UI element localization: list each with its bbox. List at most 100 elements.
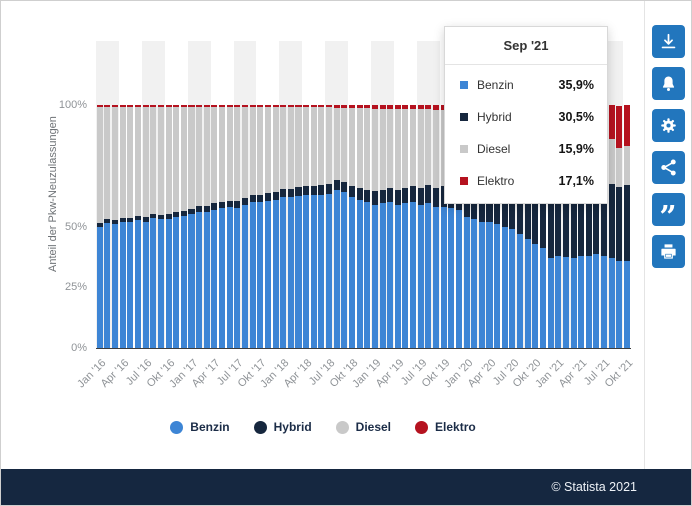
segment-elektro[interactable] <box>280 105 287 108</box>
segment-hybrid[interactable] <box>173 211 180 217</box>
segment-diesel[interactable] <box>165 106 172 215</box>
segment-elektro[interactable] <box>371 105 378 109</box>
segment-diesel[interactable] <box>417 109 424 188</box>
segment-elektro[interactable] <box>608 105 615 140</box>
segment-hybrid[interactable] <box>616 186 623 261</box>
segment-benzin[interactable] <box>127 221 134 348</box>
segment-hybrid[interactable] <box>356 187 363 200</box>
share-button[interactable] <box>651 151 685 184</box>
segment-benzin[interactable] <box>371 204 378 348</box>
segment-benzin[interactable] <box>517 233 524 348</box>
bar-jan-16[interactable] <box>96 105 103 348</box>
segment-benzin[interactable] <box>486 221 493 348</box>
segment-benzin[interactable] <box>448 208 455 348</box>
bar-apr-16[interactable] <box>119 105 126 348</box>
bar-sep-19[interactable] <box>432 105 440 348</box>
segment-benzin[interactable] <box>608 258 615 348</box>
segment-elektro[interactable] <box>624 105 631 147</box>
segment-elektro[interactable] <box>96 105 103 107</box>
copyright-link[interactable]: © Statista 2021 <box>551 480 637 494</box>
segment-diesel[interactable] <box>402 108 409 188</box>
bar-okt-18[interactable] <box>348 105 355 348</box>
segment-hybrid[interactable] <box>601 182 608 256</box>
bar-m-r-18[interactable] <box>295 105 302 348</box>
bar-aug-17[interactable] <box>241 105 249 348</box>
segment-benzin[interactable] <box>303 194 310 348</box>
bar-m-r-17[interactable] <box>203 105 210 348</box>
segment-diesel[interactable] <box>326 107 333 184</box>
segment-benzin[interactable] <box>417 204 424 348</box>
segment-elektro[interactable] <box>234 105 241 108</box>
segment-elektro[interactable] <box>196 105 203 107</box>
segment-hybrid[interactable] <box>394 190 401 205</box>
segment-hybrid[interactable] <box>219 201 226 209</box>
segment-elektro[interactable] <box>165 105 172 107</box>
segment-hybrid[interactable] <box>241 197 249 205</box>
segment-hybrid[interactable] <box>432 187 440 208</box>
bar-jun-17[interactable] <box>226 105 233 348</box>
segment-benzin[interactable] <box>410 202 417 348</box>
segment-elektro[interactable] <box>127 105 134 107</box>
segment-hybrid[interactable] <box>478 187 485 222</box>
segment-benzin[interactable] <box>494 224 501 348</box>
segment-diesel[interactable] <box>173 106 180 212</box>
segment-diesel[interactable] <box>249 107 256 195</box>
bar-feb-17[interactable] <box>196 105 203 348</box>
segment-hybrid[interactable] <box>318 185 325 195</box>
segment-benzin[interactable] <box>226 207 233 348</box>
segment-elektro[interactable] <box>432 105 440 110</box>
segment-diesel[interactable] <box>608 139 615 184</box>
segment-diesel[interactable] <box>257 107 264 195</box>
segment-diesel[interactable] <box>196 106 203 207</box>
segment-elektro[interactable] <box>287 105 294 108</box>
segment-elektro[interactable] <box>135 105 142 107</box>
segment-diesel[interactable] <box>440 109 447 187</box>
bar-nov-18[interactable] <box>356 105 363 348</box>
bar-jul-17[interactable] <box>234 105 241 348</box>
segment-diesel[interactable] <box>364 107 371 191</box>
segment-diesel[interactable] <box>211 106 218 204</box>
segment-hybrid[interactable] <box>371 191 378 205</box>
segment-hybrid[interactable] <box>509 190 516 229</box>
segment-elektro[interactable] <box>387 105 394 109</box>
legend-item-hybrid[interactable]: Hybrid <box>253 420 312 434</box>
segment-benzin[interactable] <box>257 202 264 348</box>
segment-benzin[interactable] <box>616 260 623 348</box>
segment-hybrid[interactable] <box>287 188 294 198</box>
segment-benzin[interactable] <box>112 224 119 348</box>
segment-hybrid[interactable] <box>570 187 577 259</box>
segment-elektro[interactable] <box>249 105 256 108</box>
segment-diesel[interactable] <box>425 109 432 186</box>
segment-elektro[interactable] <box>333 105 340 108</box>
settings-button[interactable] <box>651 109 685 142</box>
segment-diesel[interactable] <box>104 106 111 220</box>
segment-elektro[interactable] <box>112 105 119 107</box>
segment-benzin[interactable] <box>219 208 226 348</box>
segment-hybrid[interactable] <box>425 185 432 204</box>
segment-diesel[interactable] <box>310 107 317 186</box>
bar-dez-17[interactable] <box>272 105 279 348</box>
segment-elektro[interactable] <box>203 105 210 107</box>
segment-diesel[interactable] <box>333 107 340 181</box>
segment-diesel[interactable] <box>150 106 157 214</box>
segment-hybrid[interactable] <box>562 188 569 257</box>
segment-diesel[interactable] <box>287 107 294 189</box>
segment-elektro[interactable] <box>211 105 218 107</box>
segment-benzin[interactable] <box>173 216 180 348</box>
bar-jan-19[interactable] <box>371 105 378 348</box>
bar-aug-18[interactable] <box>333 105 340 348</box>
bar-m-r-19[interactable] <box>387 105 394 348</box>
segment-benzin[interactable] <box>547 258 554 348</box>
segment-benzin[interactable] <box>463 216 470 348</box>
segment-benzin[interactable] <box>471 219 478 348</box>
bar-sep-21[interactable] <box>616 105 623 348</box>
bar-mai-18[interactable] <box>310 105 317 348</box>
segment-hybrid[interactable] <box>234 201 241 209</box>
segment-benzin[interactable] <box>509 228 516 348</box>
segment-hybrid[interactable] <box>157 214 164 220</box>
segment-diesel[interactable] <box>295 107 302 188</box>
segment-hybrid[interactable] <box>310 185 317 195</box>
segment-benzin[interactable] <box>432 207 440 348</box>
segment-hybrid[interactable] <box>593 183 600 255</box>
segment-benzin[interactable] <box>356 199 363 348</box>
